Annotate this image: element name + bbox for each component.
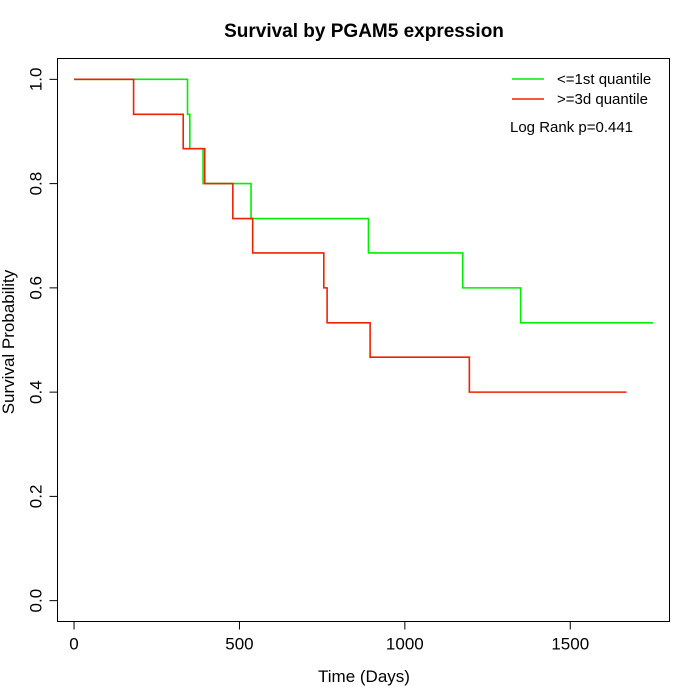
x-tick-label: 1000	[386, 635, 424, 654]
x-tick-label: 1500	[551, 635, 589, 654]
log-rank-annotation: Log Rank p=0.441	[510, 119, 633, 136]
y-tick-label: 0.4	[27, 380, 46, 404]
y-axis-label: Survival Probability	[0, 269, 18, 414]
plot-frame	[57, 58, 670, 622]
y-tick-label: 0.6	[27, 276, 46, 300]
y-tick-label: 0.0	[27, 589, 46, 613]
x-axis-label: Time (Days)	[318, 667, 410, 686]
survival-curve-1	[74, 78, 653, 324]
y-tick-label: 1.0	[27, 68, 46, 92]
survival-curve-2	[74, 78, 627, 393]
survival-curves	[74, 78, 653, 393]
chart-title: Survival by PGAM5 expression	[224, 21, 504, 42]
legend: <=1st quantile >=3d quantile	[512, 71, 651, 108]
y-tick-label: 0.8	[27, 172, 46, 196]
y-axis: 0.0 0.2 0.4 0.6 0.8 1.0	[27, 68, 58, 613]
legend-label-1: <=1st quantile	[557, 71, 651, 88]
x-tick-label: 0	[69, 635, 78, 654]
legend-label-2: >=3d quantile	[557, 91, 648, 108]
x-tick-label: 500	[225, 635, 253, 654]
x-axis: 0 500 1000 1500	[69, 621, 589, 654]
y-tick-label: 0.2	[27, 485, 46, 509]
